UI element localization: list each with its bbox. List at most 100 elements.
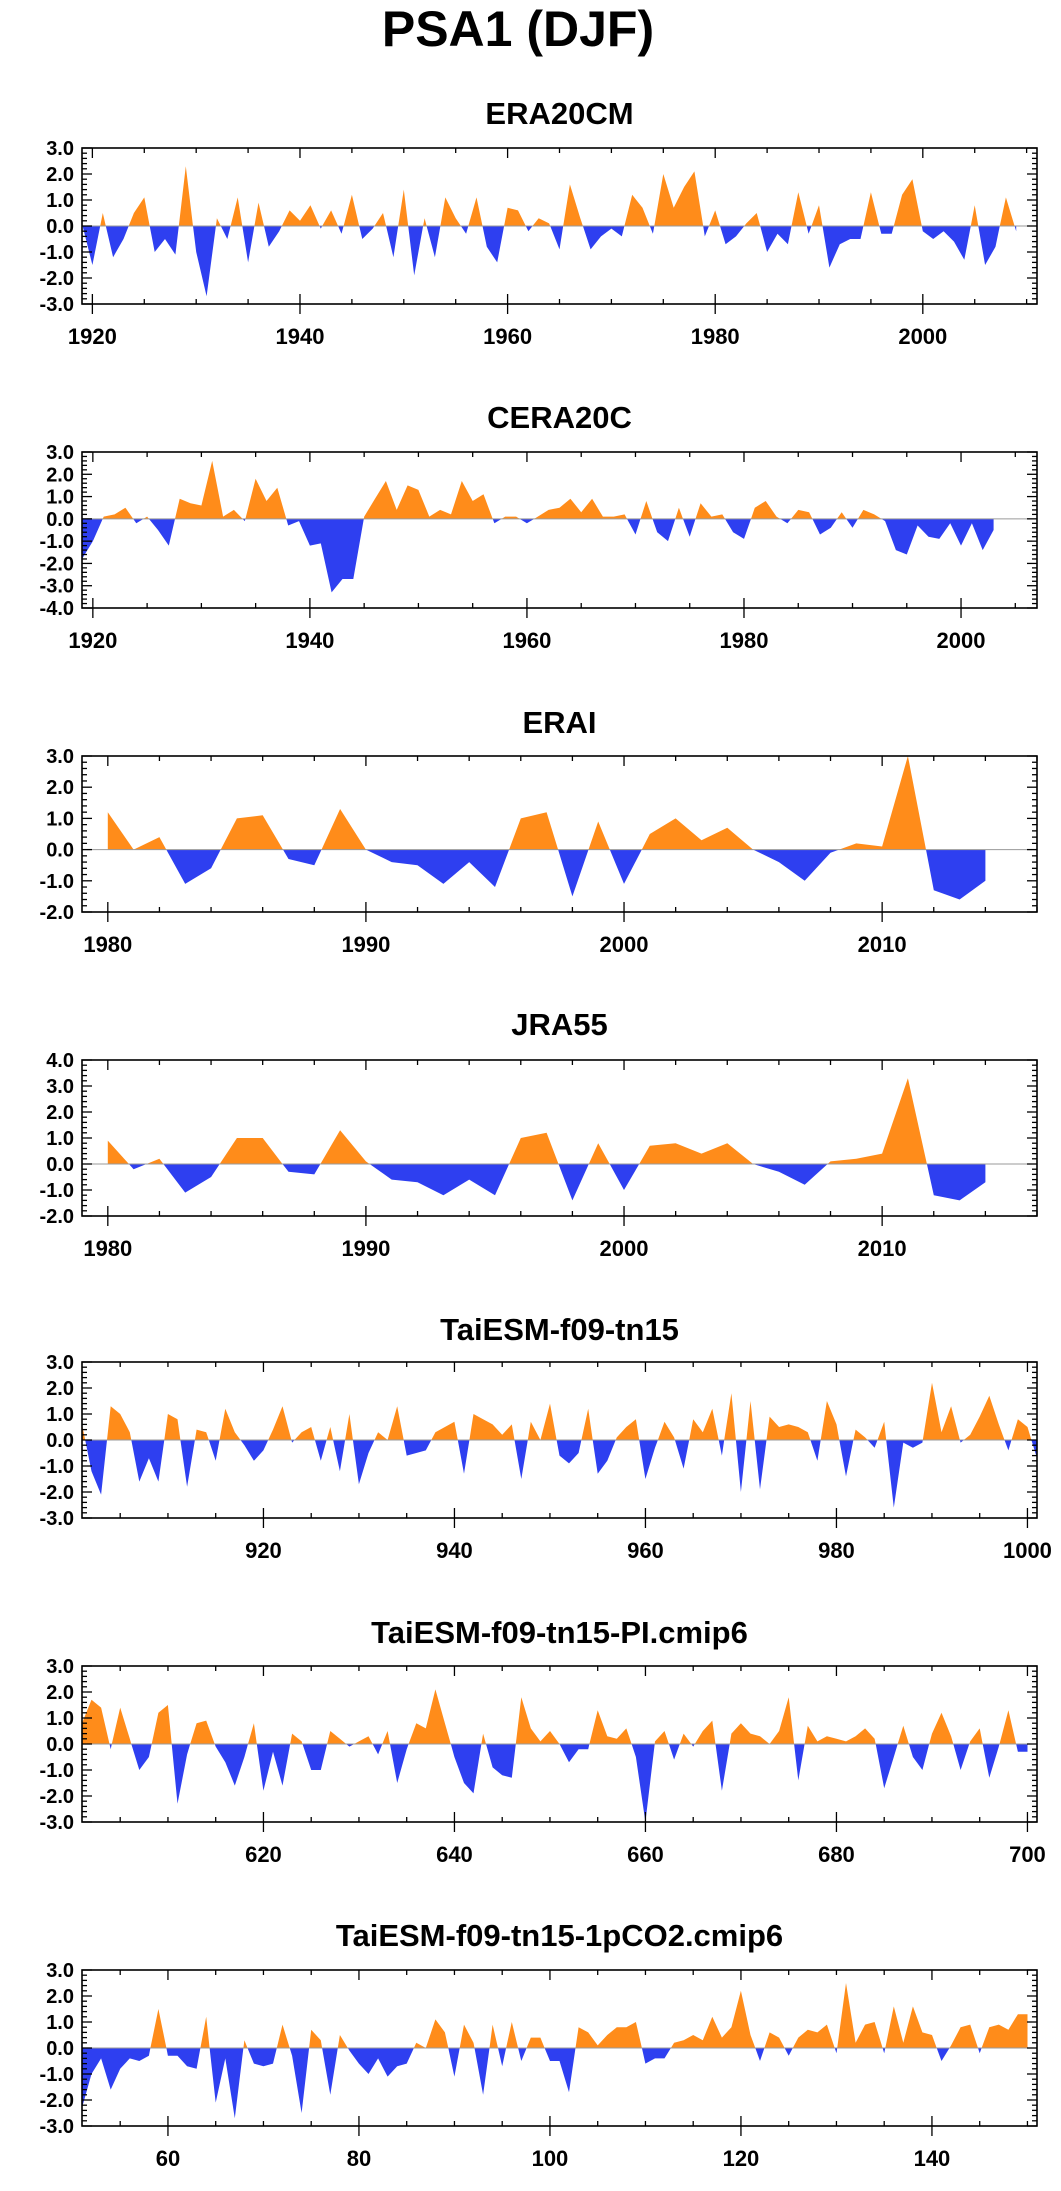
y-tick-label: 3.0 bbox=[46, 138, 74, 160]
x-tick-label: 1960 bbox=[483, 324, 532, 349]
y-tick-label: 2.0 bbox=[46, 1378, 74, 1400]
x-tick-label: 680 bbox=[818, 1842, 855, 1867]
chart-panel-5: TaiESM-f09-tn15 3.0 2.0 1.0 0.0 -1.0 -2.0 -3.0 9… bbox=[40, 1312, 1052, 1563]
negative-anomaly-area bbox=[82, 1440, 1037, 1508]
y-tick-label: 3.0 bbox=[46, 1076, 74, 1098]
positive-anomaly-area bbox=[107, 756, 986, 850]
y-tick-label: 0.0 bbox=[46, 1154, 74, 1176]
positive-anomaly-area bbox=[82, 460, 994, 519]
x-tick-label: 960 bbox=[627, 1538, 664, 1563]
y-tick-label: -2.0 bbox=[40, 2090, 74, 2112]
panel-title: TaiESM-f09-tn15-PI.cmip6 bbox=[371, 1615, 748, 1650]
negative-anomaly-area bbox=[82, 2048, 1028, 2119]
x-tick-label: 660 bbox=[627, 1842, 664, 1867]
positive-anomaly-area bbox=[82, 166, 1017, 226]
y-tick-label: 4.0 bbox=[46, 1050, 74, 1072]
y-tick-label: 0.0 bbox=[46, 840, 74, 862]
y-tick-label: 1.0 bbox=[46, 808, 74, 830]
y-tick-label: 2.0 bbox=[46, 164, 74, 186]
y-tick-label: -1.0 bbox=[40, 1180, 74, 1202]
figure-title: PSA1 (DJF) bbox=[382, 1, 654, 57]
y-tick-label: 1.0 bbox=[46, 1404, 74, 1426]
y-tick-label: 3.0 bbox=[46, 1960, 74, 1982]
positive-anomaly-area bbox=[82, 1382, 1037, 1440]
panel-title: TaiESM-f09-tn15-1pCO2.cmip6 bbox=[336, 1918, 783, 1953]
x-tick-label: 2000 bbox=[600, 1236, 649, 1261]
y-tick-label: -2.0 bbox=[40, 268, 74, 290]
y-tick-label: -3.0 bbox=[40, 1508, 74, 1530]
y-tick-label: 0.0 bbox=[46, 216, 74, 238]
x-tick-label: 2000 bbox=[600, 932, 649, 957]
y-tick-label: -4.0 bbox=[40, 598, 74, 620]
y-tick-label: 0.0 bbox=[46, 1430, 74, 1452]
y-tick-label: 1.0 bbox=[46, 2012, 74, 2034]
x-tick-label: 940 bbox=[436, 1538, 473, 1563]
plot-frame bbox=[81, 451, 1038, 609]
x-tick-label: 1990 bbox=[341, 932, 390, 957]
x-tick-label: 1980 bbox=[83, 1236, 132, 1261]
y-tick-label: -1.0 bbox=[40, 242, 74, 264]
y-tick-label: -3.0 bbox=[40, 1812, 74, 1834]
x-tick-label: 2010 bbox=[858, 932, 907, 957]
y-tick-label: 2.0 bbox=[46, 777, 74, 799]
x-tick-label: 1940 bbox=[276, 324, 325, 349]
panel-title: ERAI bbox=[522, 705, 596, 740]
y-tick-label: 3.0 bbox=[46, 1656, 74, 1678]
y-tick-label: -2.0 bbox=[40, 1786, 74, 1808]
x-tick-label: 1980 bbox=[691, 324, 740, 349]
positive-anomaly-area bbox=[82, 1983, 1028, 2048]
chart-panel-4: JRA55 4.0 3.0 2.0 1.0 0.0 -1.0 -2.0 1980 1990 2000… bbox=[40, 1007, 1038, 1261]
x-tick-label: 1940 bbox=[285, 628, 334, 653]
panel-title: CERA20C bbox=[487, 400, 632, 435]
y-tick-label: -2.0 bbox=[40, 1206, 74, 1228]
y-tick-label: 3.0 bbox=[46, 746, 74, 768]
negative-anomaly-area bbox=[82, 226, 1017, 297]
x-tick-label: 1920 bbox=[68, 628, 117, 653]
y-tick-label: 2.0 bbox=[46, 1102, 74, 1124]
x-tick-label: 1980 bbox=[83, 932, 132, 957]
positive-anomaly-area bbox=[107, 1078, 986, 1164]
y-tick-label: 1.0 bbox=[46, 1128, 74, 1150]
y-tick-label: -3.0 bbox=[40, 294, 74, 316]
y-tick-label: -2.0 bbox=[40, 902, 74, 924]
y-tick-label: 0.0 bbox=[46, 509, 74, 531]
x-tick-label: 80 bbox=[347, 2146, 371, 2171]
y-tick-label: 1.0 bbox=[46, 1708, 74, 1730]
y-tick-label: 3.0 bbox=[46, 442, 74, 464]
plot-frame bbox=[81, 755, 1038, 913]
y-tick-label: -3.0 bbox=[40, 576, 74, 598]
y-tick-label: -1.0 bbox=[40, 531, 74, 553]
x-tick-label: 100 bbox=[532, 2146, 569, 2171]
negative-anomaly-area bbox=[82, 1744, 1028, 1822]
negative-anomaly-area bbox=[107, 849, 986, 900]
y-tick-label: 1.0 bbox=[46, 487, 74, 509]
chart-panel-3: ERAI 3.0 2.0 1.0 0.0 -1.0 -2.0 1980 1990 2000 2010 bbox=[40, 705, 1038, 957]
y-tick-label: 2.0 bbox=[46, 1682, 74, 1704]
chart-panel-1: ERA20CM 3.0 2.0 1.0 0.0 -1.0 -2.0 -3.0 1920 1940 1… bbox=[40, 96, 1038, 349]
y-tick-label: -1.0 bbox=[40, 1456, 74, 1478]
panel-title: ERA20CM bbox=[485, 96, 633, 131]
y-tick-label: 0.0 bbox=[46, 2038, 74, 2060]
x-tick-label: 1990 bbox=[341, 1236, 390, 1261]
x-tick-label: 640 bbox=[436, 1842, 473, 1867]
x-tick-label: 2000 bbox=[898, 324, 947, 349]
y-tick-label: -2.0 bbox=[40, 553, 74, 575]
x-tick-label: 1920 bbox=[68, 324, 117, 349]
y-tick-label: -1.0 bbox=[40, 2064, 74, 2086]
y-tick-label: -1.0 bbox=[40, 871, 74, 893]
y-tick-label: 1.0 bbox=[46, 190, 74, 212]
panel-title: JRA55 bbox=[511, 1007, 608, 1042]
positive-anomaly-area bbox=[82, 1689, 1028, 1744]
chart-panel-6: TaiESM-f09-tn15-PI.cmip6 3.0 2.0 1.0 0.0 -1.0… bbox=[40, 1615, 1046, 1867]
x-tick-label: 620 bbox=[245, 1842, 282, 1867]
y-tick-label: 2.0 bbox=[46, 464, 74, 486]
x-tick-label: 1980 bbox=[720, 628, 769, 653]
chart-panel-7: TaiESM-f09-tn15-1pCO2.cmip6 3.0 2.0 1.0 0.0 -… bbox=[40, 1918, 1038, 2171]
y-tick-label: -2.0 bbox=[40, 1482, 74, 1504]
y-tick-label: 3.0 bbox=[46, 1352, 74, 1374]
x-tick-label: 120 bbox=[723, 2146, 760, 2171]
x-tick-label: 60 bbox=[156, 2146, 180, 2171]
y-tick-label: -3.0 bbox=[40, 2116, 74, 2138]
